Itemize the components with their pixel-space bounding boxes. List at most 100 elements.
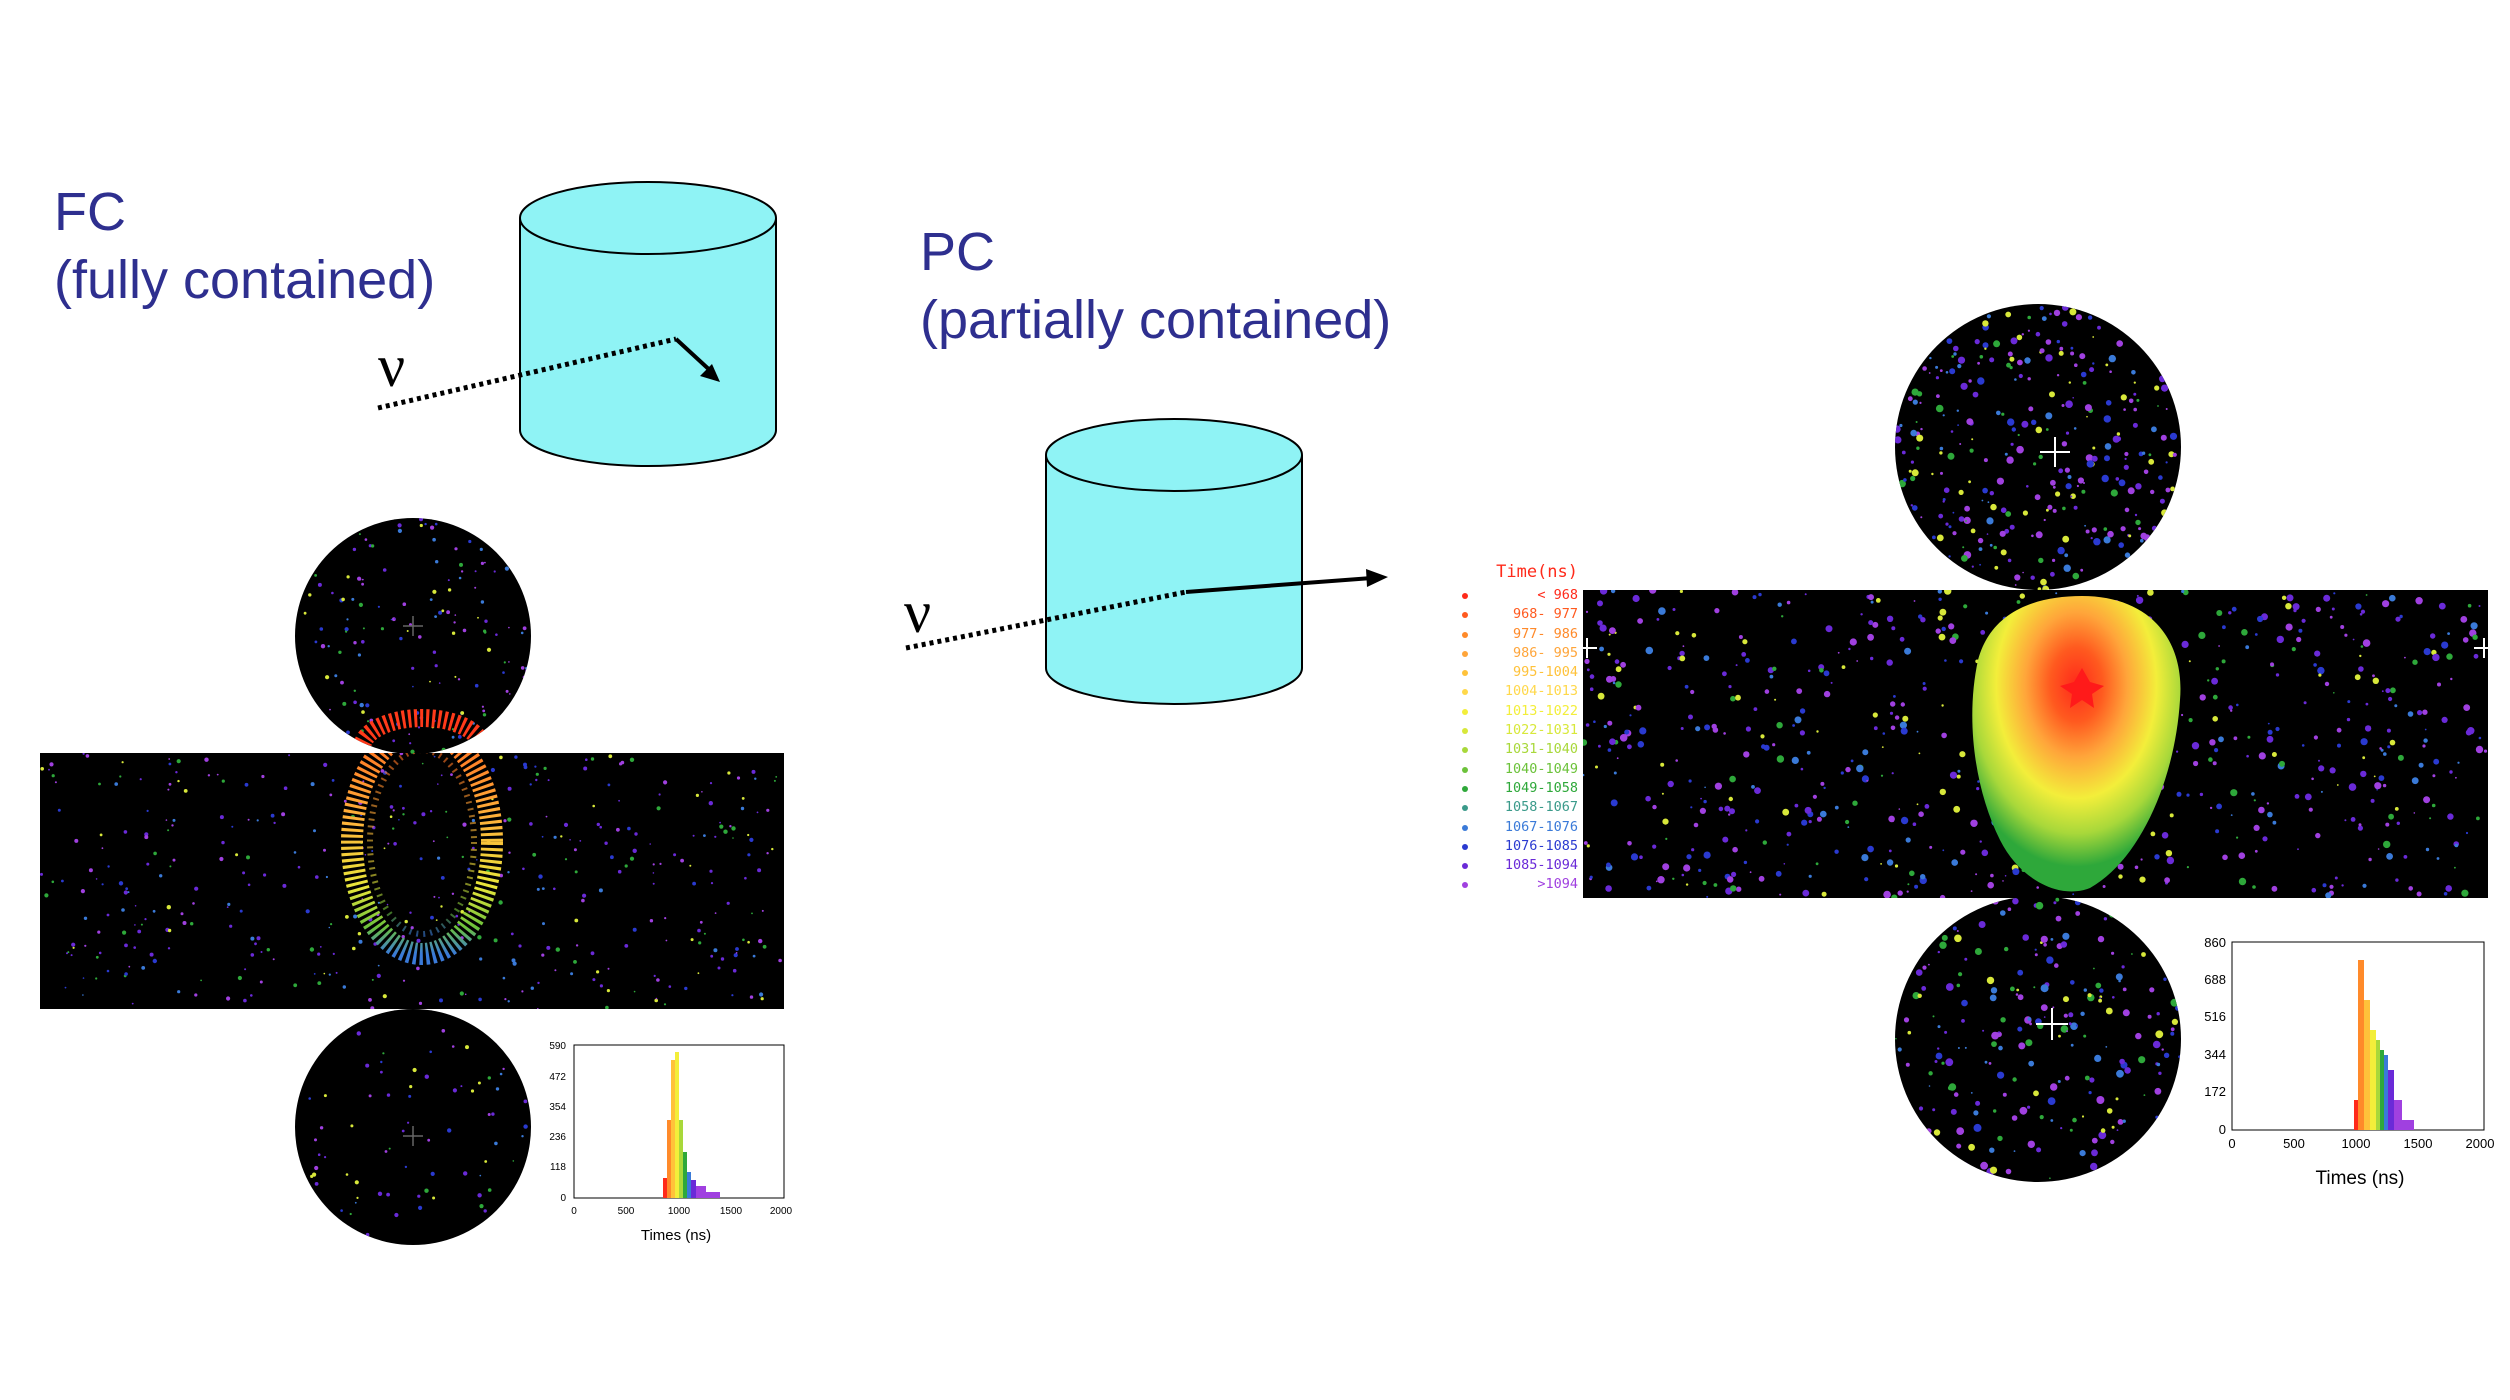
pmt-hit xyxy=(1947,452,1955,460)
pmt-hit xyxy=(2165,487,2171,493)
pmt-hit xyxy=(632,848,637,853)
pmt-hit xyxy=(1914,884,1919,889)
pmt-hit xyxy=(1597,620,1603,626)
pmt-hit xyxy=(553,887,556,891)
pmt-hit xyxy=(2105,400,2112,406)
pmt-hit xyxy=(334,674,338,678)
pmt-hit xyxy=(2052,508,2057,513)
pmt-hit xyxy=(1728,796,1734,802)
pmt-hit xyxy=(1630,853,1639,861)
pmt-hit xyxy=(733,953,738,958)
pmt-hit xyxy=(507,786,512,791)
pmt-hit xyxy=(397,528,402,534)
pmt-hit xyxy=(1972,391,1979,398)
pmt-hit xyxy=(427,1138,431,1142)
pmt-hit xyxy=(1937,1025,1941,1029)
pmt-hit xyxy=(2362,639,2371,647)
pmt-hit xyxy=(365,1232,370,1237)
pmt-hit xyxy=(2404,656,2406,659)
pmt-hit xyxy=(1906,544,1913,551)
pmt-hit xyxy=(1907,569,1913,575)
pmt-hit xyxy=(2070,495,2073,498)
pmt-hit xyxy=(2177,568,2181,576)
pmt-hit xyxy=(2127,324,2134,331)
pmt-hit xyxy=(459,562,463,567)
pmt-hit xyxy=(1662,863,1670,871)
pmt-hit xyxy=(736,776,741,780)
pmt-hit xyxy=(2076,586,2080,590)
pmt-hit xyxy=(1979,840,1982,843)
pmt-hit xyxy=(1976,787,1980,791)
pmt-hit xyxy=(2422,709,2428,715)
pmt-hit xyxy=(342,701,347,706)
pmt-hit xyxy=(2000,910,2006,916)
pmt-hit xyxy=(740,806,745,811)
fc-event-display xyxy=(40,518,784,1245)
pmt-hit xyxy=(2112,996,2115,999)
pmt-hit xyxy=(483,630,487,634)
pmt-hit xyxy=(634,832,638,836)
pmt-hit xyxy=(1956,930,1959,932)
pmt-hit xyxy=(1935,365,1939,369)
pmt-hit xyxy=(2134,513,2138,517)
pmt-hit xyxy=(2294,794,2300,799)
pmt-hit xyxy=(1886,615,1894,622)
pmt-hit xyxy=(2004,452,2008,456)
pmt-hit xyxy=(408,1094,412,1098)
pmt-hit xyxy=(2116,432,2121,436)
pmt-hit xyxy=(399,784,402,788)
pmt-hit xyxy=(1848,647,1851,651)
pmt-hit xyxy=(1900,1149,1906,1155)
pmt-hit xyxy=(177,779,180,783)
pmt-hit xyxy=(573,960,577,964)
pmt-hit xyxy=(2159,498,2165,504)
pmt-hit xyxy=(340,680,344,685)
pmt-hit xyxy=(1808,874,1812,878)
pmt-hit xyxy=(1684,684,1689,689)
pmt-hit xyxy=(1991,1041,1997,1047)
pmt-hit xyxy=(2461,889,2469,897)
pmt-hit xyxy=(759,992,764,997)
pmt-hit xyxy=(1989,491,1995,496)
pmt-hit xyxy=(177,990,181,994)
pmt-hit xyxy=(474,683,479,688)
pmt-hit xyxy=(1599,624,1607,632)
pmt-hit xyxy=(1939,446,1944,451)
pmt-hit xyxy=(273,821,276,825)
legend-dot xyxy=(1462,708,1468,715)
fc-xtick: 0 xyxy=(571,1206,577,1217)
pmt-hit xyxy=(2014,574,2021,581)
pmt-hit xyxy=(502,976,506,980)
pmt-hit xyxy=(492,1021,496,1024)
pmt-hit xyxy=(1928,1071,1933,1076)
pmt-hit xyxy=(499,755,503,760)
pmt-hit xyxy=(106,913,110,917)
pmt-hit xyxy=(519,545,524,549)
pmt-hit xyxy=(2135,483,2142,490)
pmt-hit xyxy=(377,1191,383,1197)
pmt-hit xyxy=(654,998,658,1003)
pmt-hit xyxy=(1993,340,2001,348)
pmt-hit xyxy=(1999,530,2006,537)
pmt-hit xyxy=(483,1209,487,1213)
pmt-hit xyxy=(2472,634,2478,640)
pmt-hit xyxy=(2039,348,2045,354)
pmt-hit xyxy=(2389,739,2396,746)
pmt-hit xyxy=(2104,455,2110,462)
pmt-hit xyxy=(1922,366,1927,371)
pmt-hit xyxy=(352,547,357,552)
pmt-hit xyxy=(1955,583,1963,590)
pmt-hit xyxy=(460,570,464,573)
pmt-hit xyxy=(2236,703,2239,707)
pmt-hit xyxy=(393,617,396,620)
pmt-hit xyxy=(1779,893,1782,896)
pmt-hit xyxy=(413,821,417,825)
pmt-hit xyxy=(2007,351,2013,357)
pmt-hit xyxy=(2399,614,2403,619)
pmt-hit xyxy=(1941,934,1948,941)
pmt-hit xyxy=(2318,759,2320,762)
pmt-hit xyxy=(1819,668,1824,673)
pmt-hit xyxy=(2258,752,2266,760)
pc-ytick: 688 xyxy=(2204,972,2226,987)
pmt-hit xyxy=(51,774,55,778)
